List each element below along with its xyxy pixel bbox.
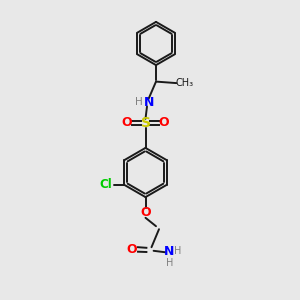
- Text: CH₃: CH₃: [176, 78, 194, 88]
- Text: N: N: [164, 245, 175, 258]
- Text: Cl: Cl: [100, 178, 112, 191]
- Text: O: O: [159, 116, 170, 130]
- Text: O: O: [122, 116, 132, 130]
- Text: N: N: [144, 96, 154, 109]
- Text: H: H: [166, 258, 173, 268]
- Text: O: O: [140, 206, 151, 219]
- Text: O: O: [126, 243, 137, 256]
- Text: H: H: [174, 246, 181, 256]
- Text: H: H: [135, 97, 142, 107]
- Text: S: S: [140, 116, 151, 130]
